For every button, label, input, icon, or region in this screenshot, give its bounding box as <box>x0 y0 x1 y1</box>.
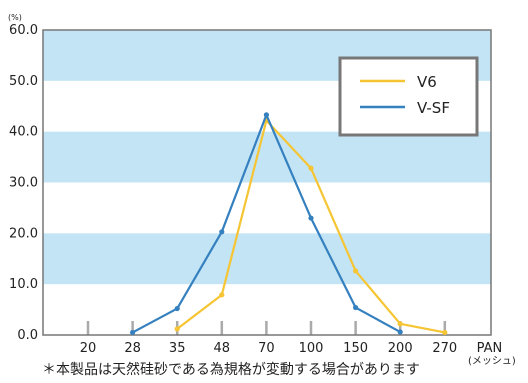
y-tick-label-3: 30.0 <box>9 176 38 191</box>
x-tick-labels: 20 28 35 48 70 100 150 200 270 PAN <box>80 341 502 356</box>
data-point-0-3 <box>219 292 225 298</box>
y-tick-label-5: 50.0 <box>9 74 38 89</box>
data-point-0-8 <box>442 329 448 336</box>
x-tick-label-9: PAN <box>477 341 503 356</box>
legend-label-0: V6 <box>417 73 437 91</box>
x-tick-label-4: 70 <box>258 341 275 356</box>
y-tick-label-0: 0.0 <box>17 328 38 343</box>
legend: V6 V-SF <box>338 56 479 137</box>
data-point-1-7 <box>397 329 403 335</box>
y-tick-label-6: 60.0 <box>9 23 38 38</box>
y-tick-label-4: 40.0 <box>9 125 38 140</box>
data-point-1-6 <box>353 304 359 311</box>
data-point-1-5 <box>308 215 314 221</box>
background-bands <box>43 30 491 285</box>
band-30 <box>43 131 491 183</box>
x-tick-label-5: 100 <box>299 341 324 356</box>
y-tick-label-2: 20.0 <box>9 226 38 241</box>
x-tick-label-0: 20 <box>80 341 97 356</box>
x-axis-unit: (メッシュ) <box>468 356 516 367</box>
legend-label-1: V-SF <box>417 99 450 117</box>
x-tick-marks <box>86 321 447 335</box>
data-point-1-4 <box>263 112 269 118</box>
x-tick-label-6: 150 <box>343 341 368 356</box>
data-point-0-2 <box>174 326 180 332</box>
data-point-1-2 <box>174 305 180 312</box>
x-tick-label-8: 270 <box>432 341 457 356</box>
data-point-1-3 <box>219 229 225 235</box>
y-tick-labels: 0.0 10.0 20.0 30.0 40.0 50.0 60.0 <box>9 23 38 343</box>
legend-box <box>338 56 479 137</box>
x-tick-label-2: 35 <box>169 341 186 356</box>
x-tick-label-1: 28 <box>124 341 141 356</box>
series-lines <box>130 112 448 336</box>
band-10 <box>43 233 491 285</box>
data-point-0-6 <box>353 268 359 274</box>
x-tick-label-7: 200 <box>388 341 413 356</box>
x-tick-label-3: 48 <box>214 341 231 356</box>
data-point-1-1 <box>130 329 136 336</box>
plot-frame <box>42 29 492 336</box>
data-point-0-7 <box>397 321 403 327</box>
footnote: ＊本製品は天然硅砂である為規格が変動する場合があります <box>42 361 420 378</box>
data-point-0-5 <box>308 165 314 171</box>
y-axis-unit: (%) <box>8 13 22 22</box>
y-tick-label-1: 10.0 <box>9 277 38 292</box>
